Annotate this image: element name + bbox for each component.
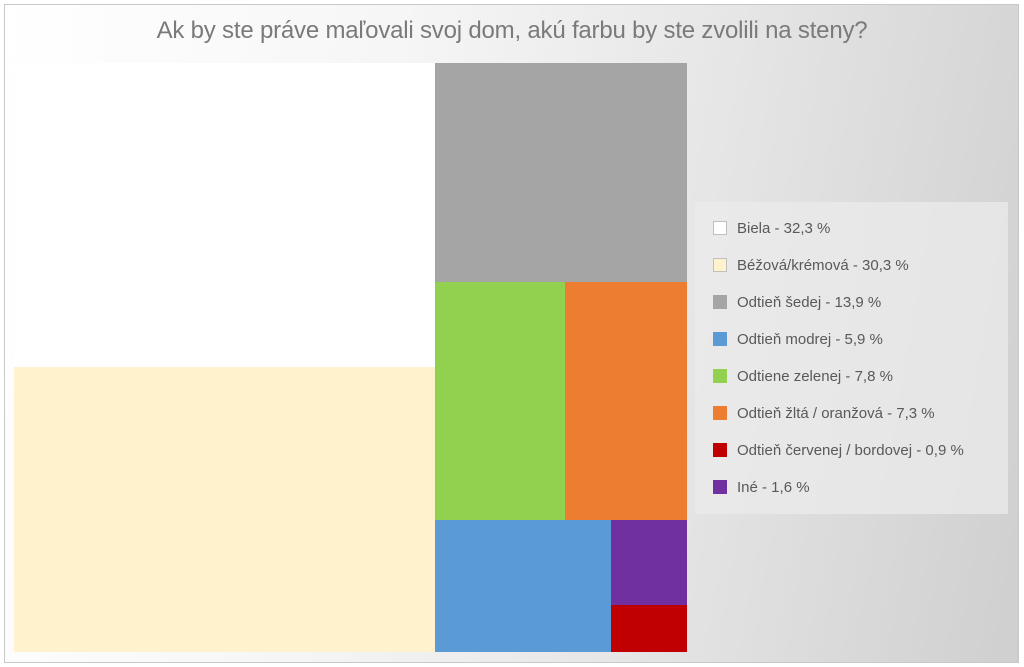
treemap-plot-area bbox=[14, 63, 687, 652]
legend-swatch-icon bbox=[713, 443, 727, 457]
legend-label: Odtieň žltá / oranžová - 7,3 % bbox=[737, 404, 935, 422]
legend-item-odtien-sedej[interactable]: Odtieň šedej - 13,9 % bbox=[713, 292, 881, 312]
treemap-tile-ine[interactable] bbox=[611, 520, 687, 605]
legend-label: Odtiene zelenej - 7,8 % bbox=[737, 367, 893, 385]
treemap-tile-odtiene-zelenej[interactable] bbox=[435, 282, 565, 520]
legend-label: Odtieň modrej - 5,9 % bbox=[737, 330, 883, 348]
legend-item-bezova-kremova[interactable]: Béžová/krémová - 30,3 % bbox=[713, 255, 909, 275]
legend-label: Iné - 1,6 % bbox=[737, 478, 810, 496]
treemap-tile-biela[interactable] bbox=[14, 63, 435, 367]
treemap-tile-odtien-cervenej-bordovej[interactable] bbox=[611, 605, 687, 652]
legend-swatch-icon bbox=[713, 295, 727, 309]
legend-swatch-icon bbox=[713, 369, 727, 383]
legend-swatch-icon bbox=[713, 332, 727, 346]
legend: Biela - 32,3 % Béžová/krémová - 30,3 % O… bbox=[695, 202, 1008, 514]
legend-item-odtien-cervenej-bordovej[interactable]: Odtieň červenej / bordovej - 0,9 % bbox=[713, 440, 964, 460]
legend-swatch-icon bbox=[713, 406, 727, 420]
chart-title: Ak by ste práve maľovali svoj dom, akú f… bbox=[156, 17, 868, 44]
legend-label: Biela - 32,3 % bbox=[737, 219, 831, 237]
legend-item-odtiene-zelenej[interactable]: Odtiene zelenej - 7,8 % bbox=[713, 366, 893, 386]
legend-item-odtien-zlta-oranzova[interactable]: Odtieň žltá / oranžová - 7,3 % bbox=[713, 403, 935, 423]
legend-item-ine[interactable]: Iné - 1,6 % bbox=[713, 477, 810, 497]
treemap-tile-odtien-modrej[interactable] bbox=[435, 520, 611, 652]
legend-item-biela[interactable]: Biela - 32,3 % bbox=[713, 218, 830, 238]
legend-label: Béžová/krémová - 30,3 % bbox=[737, 256, 909, 274]
legend-label: Odtieň šedej - 13,9 % bbox=[737, 293, 882, 311]
legend-swatch-icon bbox=[713, 221, 727, 235]
treemap-tile-odtien-sedej[interactable] bbox=[435, 63, 687, 282]
legend-swatch-icon bbox=[713, 480, 727, 494]
legend-swatch-icon bbox=[713, 258, 727, 272]
treemap-tile-bezova-kremova[interactable] bbox=[14, 367, 435, 652]
treemap-tile-odtien-zlta-oranzova[interactable] bbox=[565, 282, 687, 520]
legend-label: Odtieň červenej / bordovej - 0,9 % bbox=[737, 441, 964, 459]
legend-item-odtien-modrej[interactable]: Odtieň modrej - 5,9 % bbox=[713, 329, 883, 349]
